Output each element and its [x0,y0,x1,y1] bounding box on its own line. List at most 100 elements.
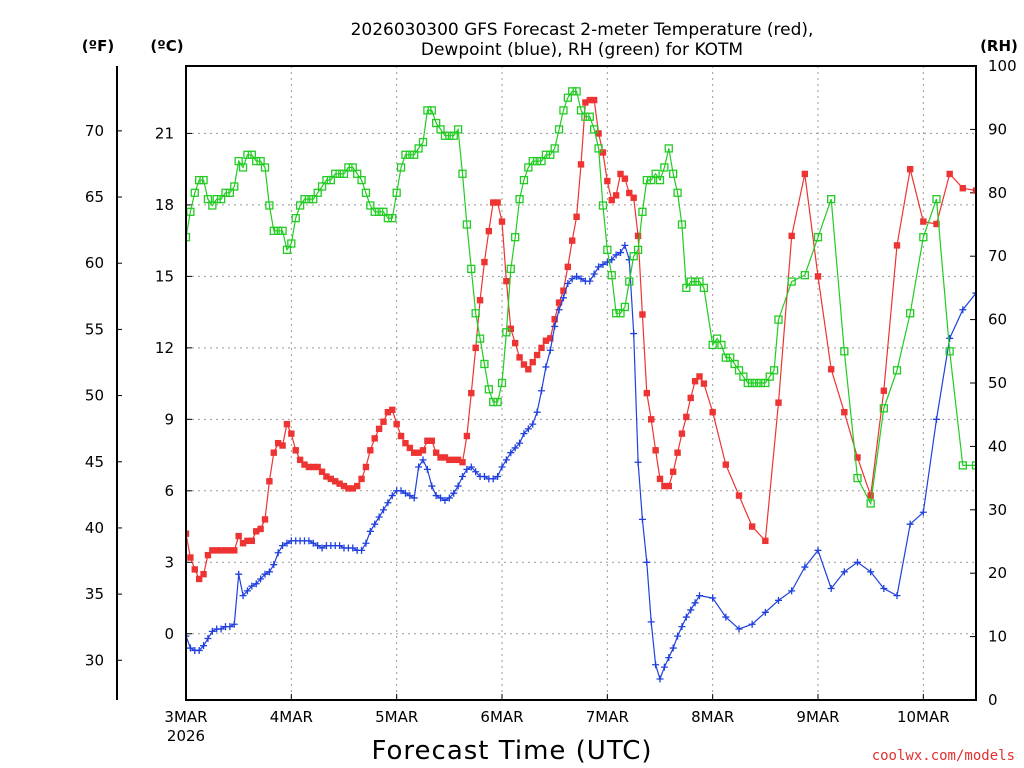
temperature-point [709,409,715,415]
fahrenheit-tick-label: 70 [85,122,104,140]
temperature-point [815,273,821,279]
temperature-point [907,166,913,172]
temperature-point [867,492,873,498]
temperature-point [946,171,952,177]
temperature-point [894,242,900,248]
rh-tick-label: 80 [988,184,1007,202]
temperature-point [468,390,474,396]
credit-text: coolwx.com/models [872,748,1015,764]
fahrenheit-tick-label: 60 [85,254,104,272]
x-tick-label: 3MAR [164,708,207,726]
temperature-point [736,492,742,498]
temperature-point [494,199,500,205]
temperature-point [367,447,373,453]
temperature-point [363,464,369,470]
chart-background [0,0,1024,768]
temperature-point [503,278,509,284]
temperature-point [380,419,386,425]
x-axis-title: Forecast Time (UTC) [371,736,652,766]
rh-tick-label: 100 [988,57,1017,75]
temperature-point [565,264,571,270]
temperature-point [486,228,492,234]
rh-tick-label: 10 [988,628,1007,646]
fahrenheit-tick-label: 40 [85,519,104,537]
rh-tick-label: 50 [988,374,1007,392]
temperature-point [622,175,628,181]
temperature-point [723,461,729,467]
temperature-point [679,430,685,436]
temperature-point [354,483,360,489]
temperature-point [534,352,540,358]
x-tick-label: 5MAR [375,708,418,726]
temperature-point [288,430,294,436]
temperature-point [429,438,435,444]
x-tick-label: 8MAR [691,708,734,726]
rh-tick-label: 90 [988,120,1007,138]
temperature-point [271,449,277,455]
fahrenheit-tick-label: 50 [85,387,104,405]
celsius-tick-label: 12 [155,339,174,357]
temperature-point [358,476,364,482]
meteogram-chart: 2026030300 GFS Forecast 2-meter Temperat… [0,0,1024,768]
temperature-point [516,354,522,360]
celsius-tick-label: 21 [155,124,174,142]
temperature-point [200,571,206,577]
temperature-point [512,340,518,346]
temperature-point [591,97,597,103]
temperature-point [630,195,636,201]
fahrenheit-tick-label: 30 [85,651,104,669]
temperature-point [569,237,575,243]
temperature-point [481,259,487,265]
temperature-point [284,421,290,427]
temperature-point [279,442,285,448]
temperature-point [639,311,645,317]
temperature-point [472,345,478,351]
temperature-point [613,192,619,198]
temperature-point [604,178,610,184]
celsius-tick-label: 6 [164,482,174,500]
temperature-point [187,554,193,560]
temperature-point [525,366,531,372]
temperature-point [372,435,378,441]
temperature-point [674,449,680,455]
temperature-point [231,547,237,553]
temperature-point [266,478,272,484]
x-tick-label: 7MAR [586,708,629,726]
celsius-tick-label: 15 [155,267,174,285]
temperature-point [459,459,465,465]
celsius-tick-label: 3 [164,553,174,571]
temperature-point [802,171,808,177]
fahrenheit-unit-label: (ºF) [82,37,114,55]
celsius-tick-label: 9 [164,410,174,428]
x-tick-label: 10MAR [897,708,950,726]
temperature-point [192,566,198,572]
x-tick-label: 6MAR [480,708,523,726]
temperature-point [235,533,241,539]
temperature-point [788,233,794,239]
temperature-point [688,395,694,401]
celsius-unit-label: (ºC) [150,37,183,55]
fahrenheit-tick-label: 45 [85,453,104,471]
temperature-point [881,388,887,394]
fahrenheit-tick-label: 55 [85,320,104,338]
x-tick-label: 9MAR [796,708,839,726]
rh-unit-label: (RH) [980,37,1018,55]
temperature-point [464,433,470,439]
fahrenheit-tick-label: 65 [85,188,104,206]
temperature-point [393,421,399,427]
temperature-point [670,469,676,475]
temperature-point [666,483,672,489]
temperature-point [499,218,505,224]
chart-title-line-2: Dewpoint (blue), RH (green) for KOTM [421,40,743,60]
temperature-point [530,359,536,365]
rh-tick-label: 40 [988,437,1007,455]
temperature-point [683,414,689,420]
temperature-point [398,433,404,439]
temperature-point [696,373,702,379]
chart-title-line-1: 2026030300 GFS Forecast 2-meter Temperat… [351,20,814,40]
temperature-point [293,447,299,453]
temperature-point [262,516,268,522]
temperature-point [376,426,382,432]
temperature-point [701,380,707,386]
temperature-point [652,447,658,453]
